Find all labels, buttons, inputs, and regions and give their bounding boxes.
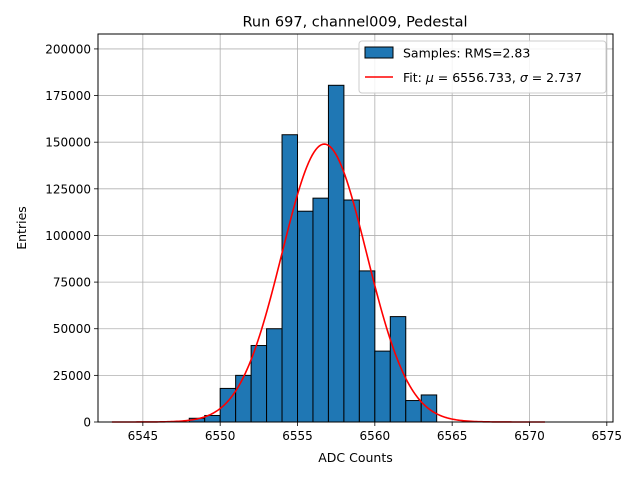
y-tick-label: 0: [83, 416, 91, 430]
histogram-bar: [235, 374, 252, 423]
y-axis-label: Entries: [14, 206, 29, 250]
fit-curve-group: [111, 143, 545, 423]
x-tick-label: 6570: [514, 429, 545, 443]
histogram-bar: [281, 134, 299, 423]
x-tick-label: 6575: [592, 429, 623, 443]
y-tick-label: 100000: [45, 229, 91, 243]
grid-lines: [98, 34, 613, 423]
x-tick-label: 6555: [282, 429, 313, 443]
y-tick-label: 200000: [45, 42, 91, 56]
histogram-bar: [405, 400, 422, 423]
legend-box: [358, 40, 607, 94]
x-tick-label: 6560: [360, 429, 391, 443]
legend-fit-mu-symbol: μ: [425, 70, 434, 85]
gaussian-fit-line: [111, 143, 545, 423]
legend-fit-prefix: Fit:: [403, 70, 426, 85]
x-axis-ticks: 6545 6550 6555 6560 6565 6570 6575: [128, 422, 623, 443]
histogram-bar: [250, 345, 268, 423]
y-tick-label: 25000: [53, 369, 91, 383]
histogram-bar: [343, 199, 360, 423]
histogram-bar: [266, 328, 283, 423]
x-axis-label: ADC Counts: [318, 450, 393, 465]
chart-title: Run 697, channel009, Pedestal: [242, 15, 467, 31]
legend-swatch-samples: [364, 46, 394, 59]
legend-label-fit: Fit: μ = 6556.733, σ = 2.737: [403, 70, 582, 85]
y-tick-label: 50000: [53, 322, 91, 336]
plot-frame: [97, 33, 614, 423]
histogram-bar: [358, 270, 376, 423]
y-axis-ticks: 0 25000 50000 75000 100000 125000 150000 175000…: [45, 42, 98, 430]
histogram-bar: [374, 350, 391, 423]
y-tick-label: 175000: [45, 89, 91, 103]
legend: Samples: RMS=2.83 Fit: μ = 6556.733, σ =…: [358, 40, 607, 94]
histogram-bar: [389, 316, 407, 423]
y-tick-label: 75000: [53, 276, 91, 290]
x-tick-label: 6545: [128, 429, 159, 443]
y-tick-label: 125000: [45, 182, 91, 196]
histogram-bar: [312, 197, 329, 423]
histogram-bar: [297, 210, 314, 423]
histogram-bars: [188, 84, 438, 423]
legend-fit-sigma-symbol: σ: [520, 70, 529, 85]
y-tick-label: 150000: [45, 136, 91, 150]
legend-fit-sigma-value: = 2.737: [528, 70, 582, 85]
x-tick-label: 6550: [205, 429, 236, 443]
x-tick-label: 6565: [437, 429, 468, 443]
histogram-bar: [327, 84, 345, 423]
legend-fit-mu-value: = 6556.733,: [434, 70, 520, 85]
legend-label-samples: Samples: RMS=2.83: [403, 46, 530, 61]
